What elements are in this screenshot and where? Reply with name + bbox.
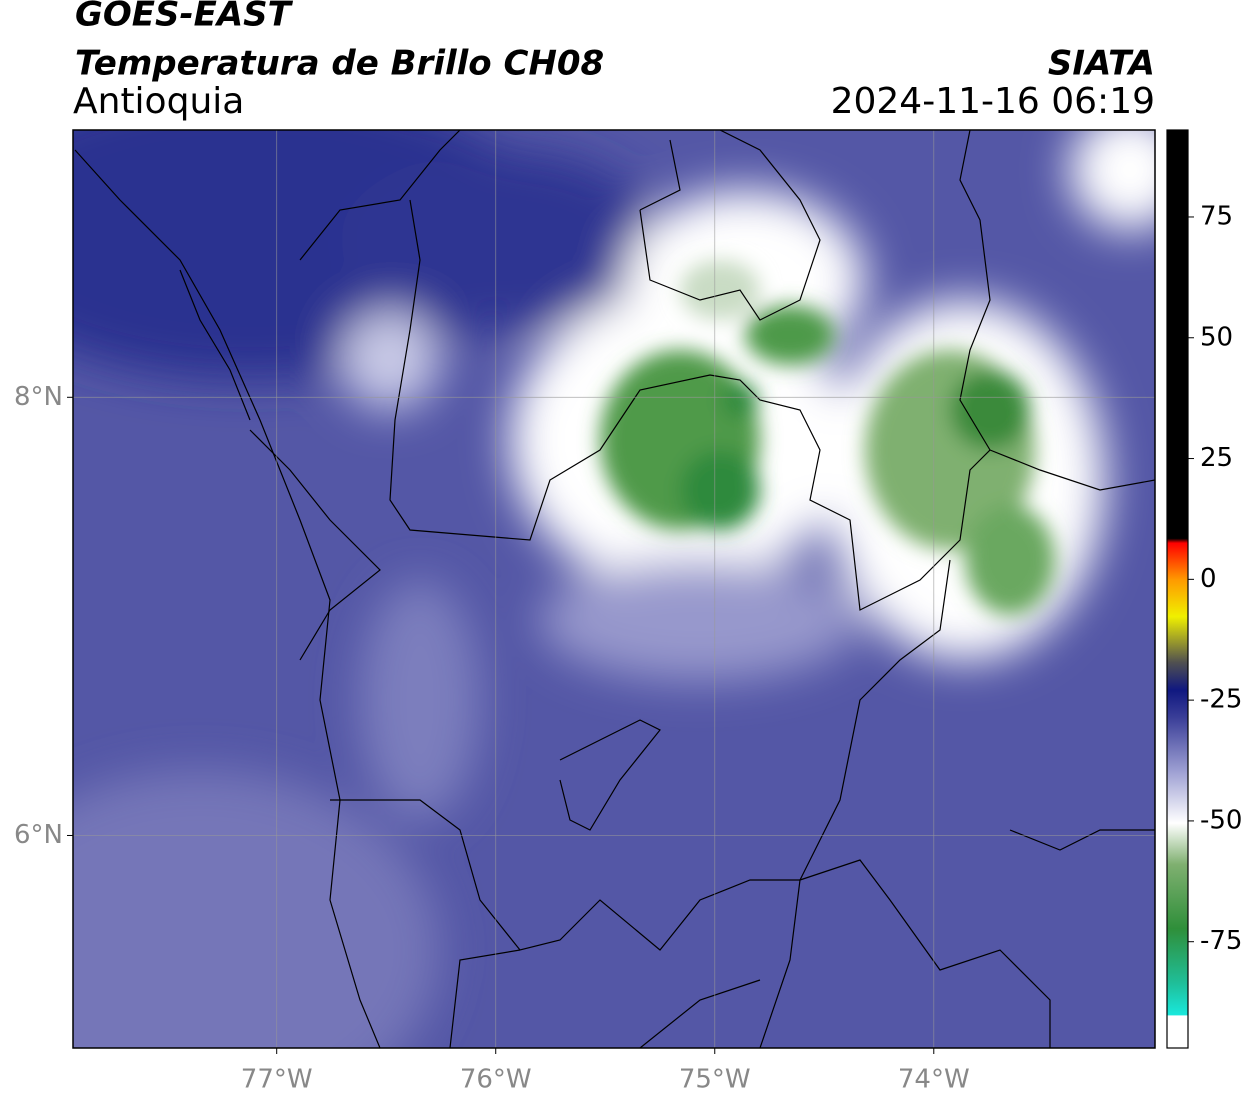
colorbar-tick-label: -25 [1200, 685, 1242, 715]
lat-tick-label: 6°N [14, 820, 63, 850]
borders [74, 130, 1155, 1048]
region-title: Antioquia [73, 81, 244, 122]
colorbar-tick-label: 0 [1200, 564, 1217, 594]
colorbar-tick-label: 50 [1200, 322, 1233, 352]
lat-tick-label: 8°N [14, 382, 63, 412]
colorbar [1166, 129, 1189, 1049]
satellite-title: GOES-EAST [75, 0, 294, 35]
lon-tick-label: 74°W [898, 1065, 970, 1095]
colorbar-tick-label: -50 [1200, 805, 1242, 835]
lon-tick-label: 77°W [241, 1065, 313, 1095]
colorbar-tick-label: -75 [1200, 926, 1242, 956]
source-label: SIATA [1048, 44, 1155, 84]
graticule [73, 130, 1155, 1048]
product-title: Temperatura de Brillo CH08 [75, 44, 604, 84]
satellite-image [73, 130, 1155, 1048]
map-frame [72, 129, 1156, 1049]
lon-tick-label: 76°W [460, 1065, 532, 1095]
colorbar-tick-label: 25 [1200, 443, 1233, 473]
colorbar-tick-label: 75 [1200, 201, 1233, 231]
cold-tops [600, 260, 1055, 615]
datetime-label: 2024-11-16 06:19 [831, 81, 1155, 122]
lon-tick-label: 75°W [679, 1065, 751, 1095]
